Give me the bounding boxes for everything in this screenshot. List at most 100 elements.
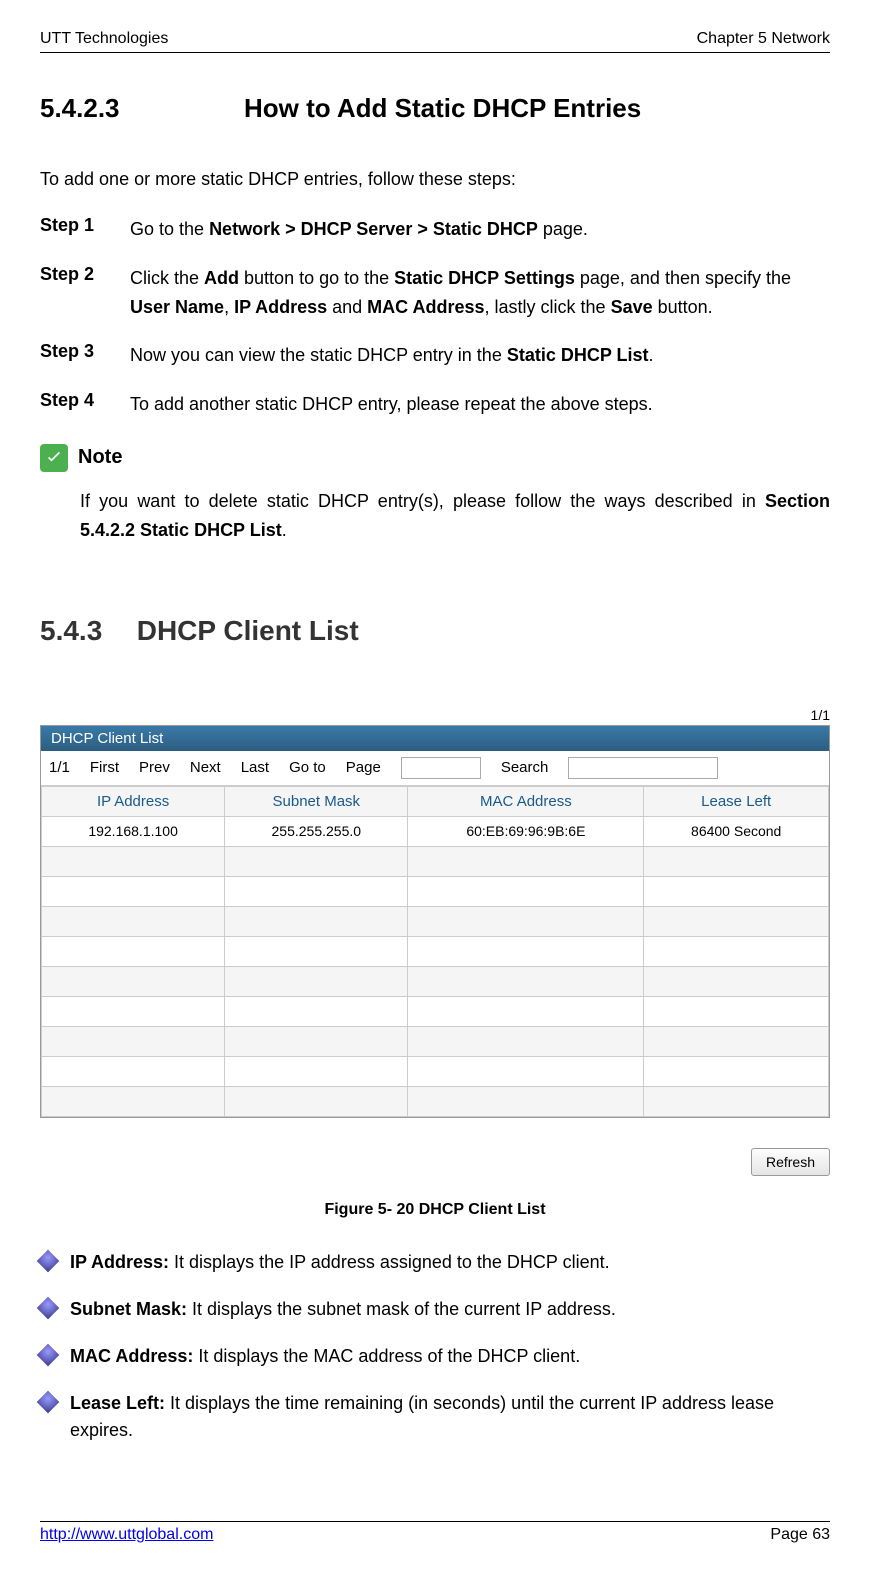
header-right: Chapter 5 Network (697, 30, 830, 48)
table-cell (644, 1056, 829, 1086)
table-cell: 255.255.255.0 (225, 816, 408, 846)
section-number: 5.4.3 (40, 615, 102, 647)
diamond-icon (37, 1296, 60, 1319)
bullet-mask: Subnet Mask: It displays the subnet mask… (40, 1296, 830, 1323)
table-cell (225, 996, 408, 1026)
check-icon (40, 444, 68, 472)
table-cell (408, 1086, 644, 1116)
refresh-button[interactable]: Refresh (751, 1148, 830, 1176)
table-cell (225, 906, 408, 936)
step-text: Go to the Network > DHCP Server > Static… (130, 215, 830, 244)
bullet-text: Lease Left: It displays the time remaini… (70, 1390, 830, 1444)
col-lease: Lease Left (644, 786, 829, 816)
table-row (42, 876, 829, 906)
table-cell (644, 876, 829, 906)
step-text: Now you can view the static DHCP entry i… (130, 341, 830, 370)
table-cell (225, 936, 408, 966)
step-1: Step 1 Go to the Network > DHCP Server >… (40, 215, 830, 244)
step-4: Step 4 To add another static DHCP entry,… (40, 390, 830, 419)
table-cell (408, 876, 644, 906)
table-cell: 60:EB:69:96:9B:6E (408, 816, 644, 846)
table-cell (644, 996, 829, 1026)
step-label: Step 3 (40, 341, 130, 370)
table-row (42, 1086, 829, 1116)
prev-link[interactable]: Prev (139, 759, 170, 776)
section-5423-heading: 5.4.2.3 How to Add Static DHCP Entries (40, 93, 830, 124)
table-row (42, 996, 829, 1026)
search-input[interactable] (568, 757, 718, 779)
table-cell (408, 846, 644, 876)
table-row (42, 1056, 829, 1086)
first-link[interactable]: First (90, 759, 119, 776)
table-cell (408, 936, 644, 966)
table-row (42, 846, 829, 876)
table-cell (644, 906, 829, 936)
goto-input[interactable] (401, 757, 481, 779)
bullet-text: IP Address: It displays the IP address a… (70, 1249, 830, 1276)
table-cell (225, 1056, 408, 1086)
goto-label: Go to (289, 759, 326, 776)
table-row (42, 966, 829, 996)
table-cell (408, 1026, 644, 1056)
footer-link[interactable]: http://www.uttglobal.com (40, 1526, 213, 1544)
table-cell (408, 1056, 644, 1086)
page-range: 1/1 (49, 759, 70, 776)
table-cell (225, 846, 408, 876)
step-label: Step 2 (40, 264, 130, 322)
dhcp-client-panel: DHCP Client List 1/1 First Prev Next Las… (40, 725, 830, 1118)
panel-header: DHCP Client List (41, 726, 829, 751)
table-cell (42, 906, 225, 936)
footer-page: Page 63 (770, 1526, 830, 1544)
bullet-ip: IP Address: It displays the IP address a… (40, 1249, 830, 1276)
table-cell (42, 1026, 225, 1056)
table-cell (225, 966, 408, 996)
search-label: Search (501, 759, 549, 776)
client-table: IP Address Subnet Mask MAC Address Lease… (41, 786, 829, 1117)
step-label: Step 1 (40, 215, 130, 244)
step-text: To add another static DHCP entry, please… (130, 390, 830, 419)
table-cell (644, 1026, 829, 1056)
intro-text: To add one or more static DHCP entries, … (40, 169, 830, 190)
table-row (42, 1026, 829, 1056)
page-footer: http://www.uttglobal.com Page 63 (40, 1521, 830, 1544)
bullet-mac: MAC Address: It displays the MAC address… (40, 1343, 830, 1370)
last-link[interactable]: Last (241, 759, 269, 776)
header-left: UTT Technologies (40, 30, 168, 48)
bullet-lease: Lease Left: It displays the time remaini… (40, 1390, 830, 1444)
section-number: 5.4.2.3 (40, 93, 120, 124)
section-title: DHCP Client List (137, 615, 359, 647)
table-cell (644, 1086, 829, 1116)
table-row (42, 936, 829, 966)
table-header-row: IP Address Subnet Mask MAC Address Lease… (42, 786, 829, 816)
table-cell (42, 996, 225, 1026)
diamond-icon (37, 1343, 60, 1366)
next-link[interactable]: Next (190, 759, 221, 776)
table-cell (42, 966, 225, 996)
table-row (42, 906, 829, 936)
table-cell (42, 936, 225, 966)
note-row: Note (40, 444, 830, 472)
table-cell: 86400 Second (644, 816, 829, 846)
table-cell (225, 876, 408, 906)
note-text: If you want to delete static DHCP entry(… (80, 487, 830, 545)
section-title: How to Add Static DHCP Entries (244, 93, 641, 124)
table-cell (644, 936, 829, 966)
diamond-icon (37, 1390, 60, 1413)
pagination-row: 1/1 First Prev Next Last Go to Page Sear… (41, 751, 829, 786)
note-label: Note (78, 446, 122, 469)
figure-caption: Figure 5- 20 DHCP Client List (40, 1201, 830, 1219)
col-ip: IP Address (42, 786, 225, 816)
section-543-heading: 5.4.3 DHCP Client List (40, 615, 830, 647)
table-cell (225, 1086, 408, 1116)
table-cell (408, 966, 644, 996)
step-3: Step 3 Now you can view the static DHCP … (40, 341, 830, 370)
table-cell (225, 1026, 408, 1056)
table-row: 192.168.1.100255.255.255.060:EB:69:96:9B… (42, 816, 829, 846)
table-cell (644, 966, 829, 996)
table-cell (42, 1056, 225, 1086)
step-label: Step 4 (40, 390, 130, 419)
table-cell (42, 1086, 225, 1116)
table-cell (644, 846, 829, 876)
page-header: UTT Technologies Chapter 5 Network (40, 30, 830, 53)
table-cell (42, 846, 225, 876)
